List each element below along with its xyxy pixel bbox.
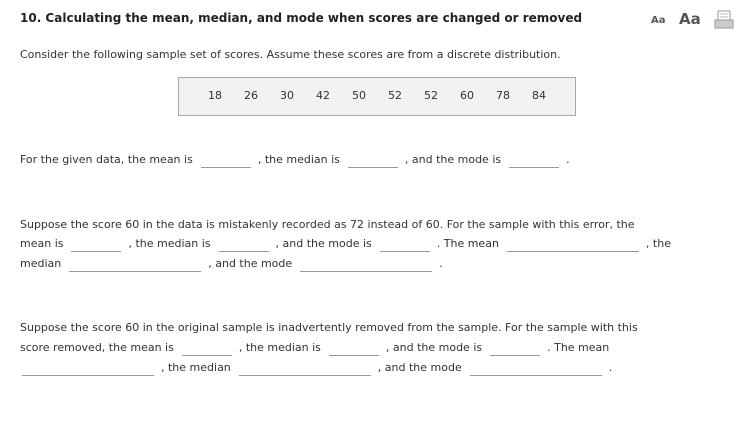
score-box: 18 26 30 42 50 52 52 60 78 84 — [178, 77, 576, 116]
intro-text: Consider the following sample set of sco… — [20, 48, 561, 61]
answer-blank[interactable] — [181, 341, 232, 356]
score: 30 — [280, 89, 294, 102]
answer-blank[interactable] — [69, 257, 202, 272]
question-text: , and the mode — [377, 361, 462, 374]
question-line: For the given data, the mean is , the me… — [20, 152, 570, 168]
font-size-small[interactable]: Aa — [651, 15, 666, 26]
score: 84 — [532, 89, 546, 102]
answer-blank[interactable] — [469, 361, 602, 376]
question-text: , and the mode is — [385, 341, 483, 354]
question-line: Suppose the score 60 in the original sam… — [20, 320, 638, 336]
answer-blank[interactable] — [347, 153, 398, 168]
question-text: . The mean — [436, 237, 499, 250]
question-line: Suppose the score 60 in the data is mist… — [20, 217, 635, 233]
question-text: , the median — [161, 361, 231, 374]
answer-blank[interactable] — [238, 361, 371, 376]
question-title: 10. Calculating the mean, median, and mo… — [20, 11, 583, 25]
score: 52 — [424, 89, 438, 102]
question-text: Suppose the score 60 in the data is mist… — [20, 218, 635, 231]
score: 60 — [460, 89, 474, 102]
answer-blank[interactable] — [506, 237, 639, 252]
question-text: , the median is — [238, 341, 321, 354]
answer-blank[interactable] — [218, 237, 269, 252]
question-text: , and the mode — [208, 257, 293, 270]
question-text: . — [439, 257, 443, 270]
print-icon[interactable] — [713, 9, 735, 31]
score: 52 — [388, 89, 402, 102]
question-text: . The mean — [547, 341, 610, 354]
question-text: Suppose the score 60 in the original sam… — [20, 321, 638, 334]
score: 50 — [352, 89, 366, 102]
answer-blank[interactable] — [509, 153, 560, 168]
score: 26 — [244, 89, 258, 102]
question-text: . — [566, 153, 570, 166]
answer-blank[interactable] — [328, 341, 379, 356]
answer-blank[interactable] — [300, 257, 433, 272]
question-line: median , and the mode . — [20, 256, 443, 272]
answer-blank[interactable] — [71, 237, 122, 252]
question-text: median — [20, 257, 62, 270]
score: 18 — [208, 89, 222, 102]
question-text: . — [608, 361, 613, 374]
question-line: mean is , the median is , and the mode i… — [20, 236, 671, 252]
question-text: , the median is — [128, 237, 211, 250]
score: 78 — [496, 89, 510, 102]
question-line: , the median , and the mode . — [20, 360, 612, 376]
answer-blank[interactable] — [379, 237, 430, 252]
question-text: , and the mode is — [275, 237, 372, 250]
answer-blank[interactable] — [490, 341, 541, 356]
question-text: , and the mode is — [404, 153, 502, 166]
question-text: , the median is — [257, 153, 340, 166]
question-text: For the given data, the mean is — [20, 153, 193, 166]
answer-blank[interactable] — [200, 153, 251, 168]
font-size-large[interactable]: Aa — [679, 10, 701, 28]
question-line: score removed, the mean is , the median … — [20, 340, 609, 356]
question-text: mean is — [20, 237, 64, 250]
question-text: score removed, the mean is — [20, 341, 174, 354]
score: 42 — [316, 89, 330, 102]
question-text: , the — [645, 237, 671, 250]
answer-blank[interactable] — [22, 361, 154, 376]
